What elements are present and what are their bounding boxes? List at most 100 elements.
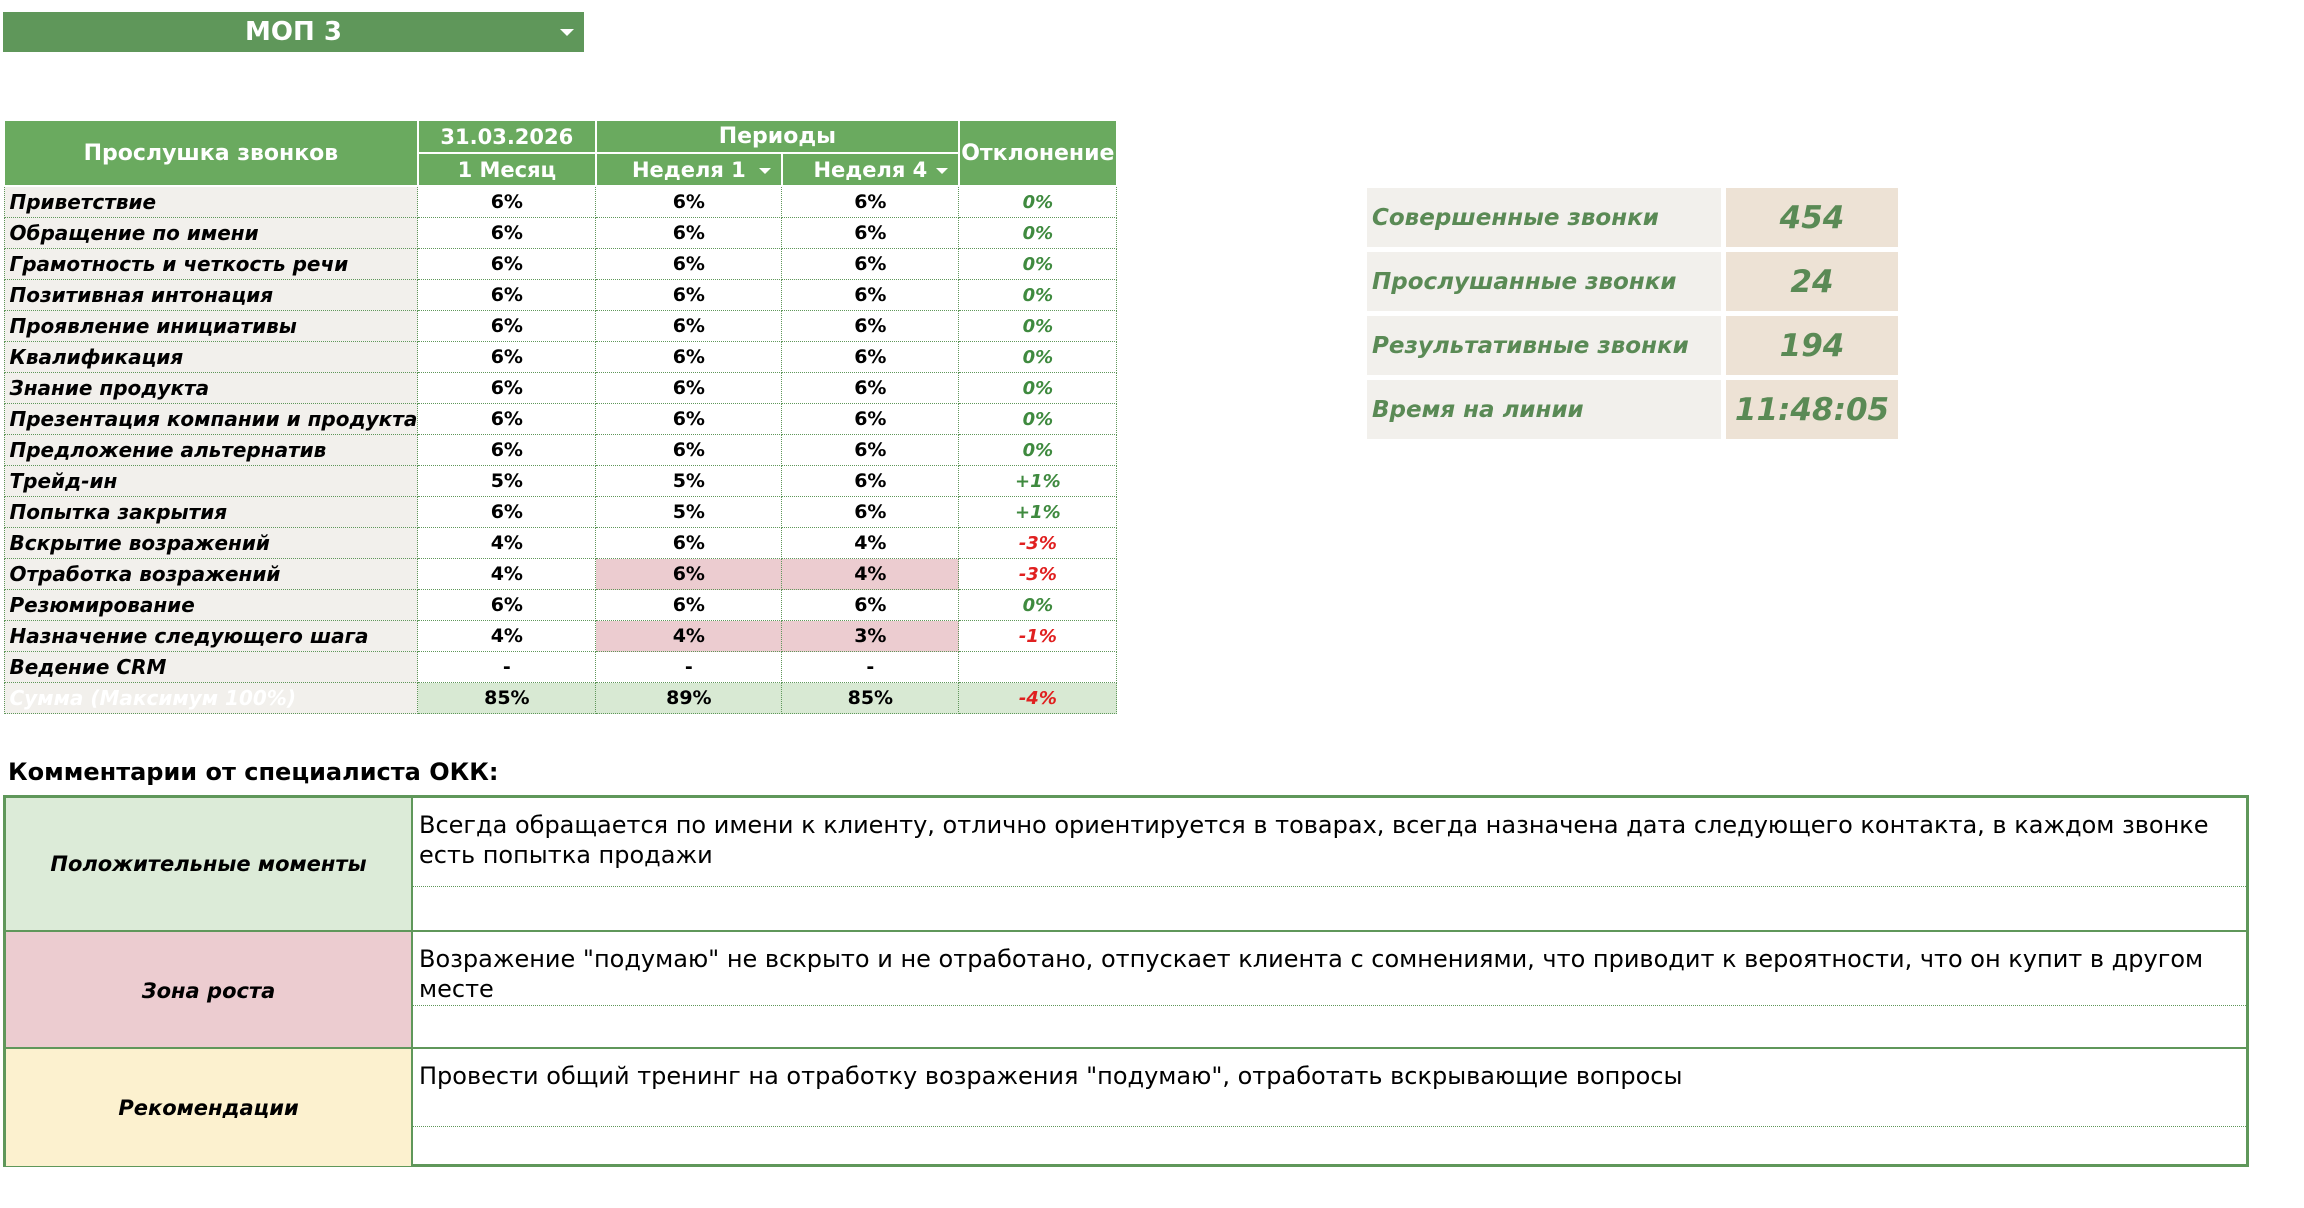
row-month-value: 4% xyxy=(417,558,597,590)
row-week4-value: 6% xyxy=(781,465,960,497)
sum-month: 85% xyxy=(417,682,597,714)
row-week4-value: 6% xyxy=(781,403,960,435)
positive-moments-label: Положительные моменты xyxy=(6,798,413,930)
row-label: Отработка возражений xyxy=(3,558,419,590)
row-month-value: 6% xyxy=(417,403,597,435)
header-week1-label: Неделя 1 xyxy=(631,157,746,182)
growth-zone-label: Зона роста xyxy=(6,932,413,1049)
row-week1-value: - xyxy=(595,651,783,683)
header-deviation: Отклонение xyxy=(957,119,1118,187)
row-week4-value: 6% xyxy=(781,217,960,249)
row-divider xyxy=(413,1005,2246,1006)
row-label: Презентация компании и продукта xyxy=(3,403,419,435)
row-week1-value: 6% xyxy=(595,310,783,342)
week4-dropdown[interactable]: Неделя 4 xyxy=(780,152,960,187)
row-week4-value: 6% xyxy=(781,496,960,528)
growth-zone-cell[interactable]: Возражение "подумаю" не вскрыто и не отр… xyxy=(413,932,2246,1049)
table-row: Знание продукта 6% 6% 6% 0% xyxy=(3,372,1118,404)
row-deviation-value: -1% xyxy=(958,620,1118,652)
row-week4-value: 6% xyxy=(781,589,960,621)
table-row: Трейд-ин 5% 5% 6% +1% xyxy=(3,465,1118,497)
header-title: Прослушка звонков xyxy=(3,119,419,187)
table-row: Ведение CRM - - - xyxy=(3,651,1118,683)
row-month-value: 6% xyxy=(417,434,597,466)
row-month-value: 5% xyxy=(417,465,597,497)
row-deviation-value xyxy=(958,651,1118,683)
row-week4-value: 6% xyxy=(781,372,960,404)
stat-value: 24 xyxy=(1726,252,1898,311)
row-label: Грамотность и четкость речи xyxy=(3,248,419,280)
row-deviation-value: 0% xyxy=(958,341,1118,373)
row-month-value: 4% xyxy=(417,620,597,652)
header-periods: Периоды xyxy=(594,119,960,154)
row-week4-value: 6% xyxy=(781,279,960,311)
row-week1-value: 6% xyxy=(595,434,783,466)
table-row: Попытка закрытия 6% 5% 6% +1% xyxy=(3,496,1118,528)
row-week4-value: 6% xyxy=(781,185,960,218)
row-deviation-value: -3% xyxy=(958,558,1118,590)
row-month-value: - xyxy=(417,651,597,683)
row-deviation-value: +1% xyxy=(958,465,1118,497)
dropdown-arrow-icon[interactable] xyxy=(935,168,948,174)
week1-dropdown[interactable]: Неделя 1 xyxy=(594,152,783,187)
row-week4-value: 6% xyxy=(781,248,960,280)
row-week1-value: 6% xyxy=(595,185,783,218)
row-label: Квалификация xyxy=(3,341,419,373)
dropdown-arrow-icon[interactable] xyxy=(758,168,771,174)
row-week4-value: 4% xyxy=(781,527,960,559)
row-week1-value: 5% xyxy=(595,496,783,528)
stat-label: Совершенные звонки xyxy=(1367,188,1721,247)
dropdown-arrow-icon[interactable] xyxy=(560,29,574,36)
manager-selector[interactable]: МОП 3 xyxy=(3,12,584,52)
row-week1-value: 6% xyxy=(595,248,783,280)
row-week4-value: 6% xyxy=(781,341,960,373)
row-week4-value: 3% xyxy=(781,620,960,652)
header-month: 1 Месяц xyxy=(416,152,597,187)
recommendations-cell[interactable]: Провести общий тренинг на отработку возр… xyxy=(413,1049,2246,1166)
table-row: Отработка возражений 4% 6% 4% -3% xyxy=(3,558,1118,590)
row-deviation-value: +1% xyxy=(958,496,1118,528)
call-review-table: Прослушка звонков 31.03.2026 Периоды Отк… xyxy=(3,119,1118,714)
row-deviation-value: 0% xyxy=(958,279,1118,311)
table-row: Вскрытие возражений 4% 6% 4% -3% xyxy=(3,527,1118,559)
row-month-value: 6% xyxy=(417,496,597,528)
row-month-value: 6% xyxy=(417,279,597,311)
stat-row: Прослушанные звонки 24 xyxy=(1367,252,1898,311)
positive-moments-cell[interactable]: Всегда обращается по имени к клиенту, от… xyxy=(413,798,2246,930)
row-divider xyxy=(413,886,2246,887)
stat-label: Результативные звонки xyxy=(1367,316,1721,375)
row-month-value: 6% xyxy=(417,310,597,342)
stat-value: 194 xyxy=(1726,316,1898,375)
row-deviation-value: 0% xyxy=(958,185,1118,218)
sum-label: Сумма (Максимум 100%) xyxy=(3,682,419,714)
row-week1-value: 6% xyxy=(595,527,783,559)
row-divider xyxy=(413,1126,2246,1127)
table-row: Назначение следующего шага 4% 4% 3% -1% xyxy=(3,620,1118,652)
row-label: Позитивная интонация xyxy=(3,279,419,311)
row-deviation-value: 0% xyxy=(958,589,1118,621)
table-row: Резюмирование 6% 6% 6% 0% xyxy=(3,589,1118,621)
stat-value: 11:48:05 xyxy=(1726,380,1898,439)
row-label: Вскрытие возражений xyxy=(3,527,419,559)
table-row: Проявление инициативы 6% 6% 6% 0% xyxy=(3,310,1118,342)
row-week1-value: 5% xyxy=(595,465,783,497)
table-row: Презентация компании и продукта 6% 6% 6% 0% xyxy=(3,403,1118,435)
row-week1-value: 6% xyxy=(595,558,783,590)
growth-zone-text: Возражение "подумаю" не вскрыто и не отр… xyxy=(419,945,2204,1003)
row-month-value: 6% xyxy=(417,589,597,621)
stat-row: Время на линии 11:48:05 xyxy=(1367,380,1898,439)
row-week1-value: 4% xyxy=(595,620,783,652)
table-row: Позитивная интонация 6% 6% 6% 0% xyxy=(3,279,1118,311)
recommendations-label: Рекомендации xyxy=(6,1049,413,1166)
stat-value: 454 xyxy=(1726,188,1898,247)
manager-selector-label: МОП 3 xyxy=(245,17,342,47)
growth-zone-row: Зона роста Возражение "подумаю" не вскрыт… xyxy=(6,930,2246,1049)
row-deviation-value: 0% xyxy=(958,217,1118,249)
row-month-value: 6% xyxy=(417,217,597,249)
row-week4-value: - xyxy=(781,651,960,683)
row-deviation-value: 0% xyxy=(958,403,1118,435)
row-label: Попытка закрытия xyxy=(3,496,419,528)
row-deviation-value: -3% xyxy=(958,527,1118,559)
row-label: Назначение следующего шага xyxy=(3,620,419,652)
row-label: Обращение по имени xyxy=(3,217,419,249)
